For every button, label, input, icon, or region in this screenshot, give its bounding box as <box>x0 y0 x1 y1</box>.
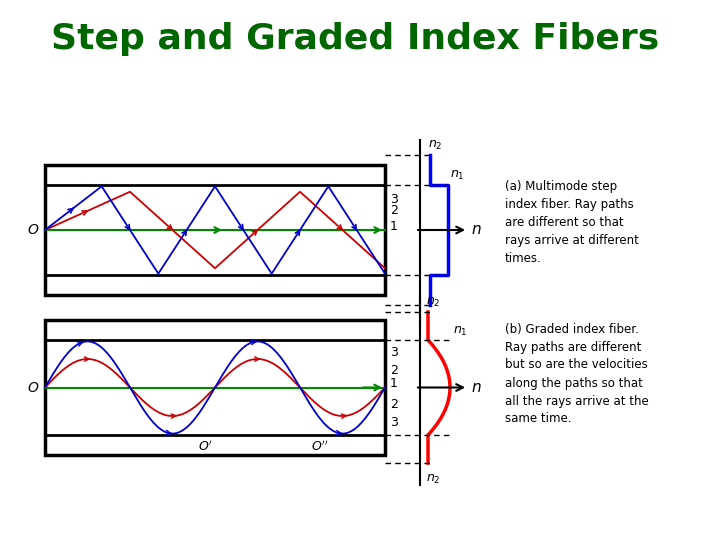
Text: (a) Multimode step
index fiber. Ray paths
are different so that
rays arrive at d: (a) Multimode step index fiber. Ray path… <box>505 180 639 265</box>
Text: 3: 3 <box>390 347 398 360</box>
Text: $n_2$: $n_2$ <box>428 139 443 152</box>
Text: $n_2$: $n_2$ <box>426 473 441 486</box>
Text: $n_1$: $n_1$ <box>453 325 468 338</box>
Text: $O$: $O$ <box>27 223 39 237</box>
Text: Step and Graded Index Fibers: Step and Graded Index Fibers <box>51 22 659 56</box>
Text: $n_1$: $n_1$ <box>450 169 464 182</box>
Bar <box>45 320 385 455</box>
Text: $n_2$: $n_2$ <box>426 296 441 309</box>
Text: $n$: $n$ <box>471 222 482 238</box>
Text: 2: 2 <box>390 398 398 411</box>
Text: $O'$: $O'$ <box>197 440 212 454</box>
Text: 3: 3 <box>390 416 398 429</box>
Text: 2: 2 <box>390 204 398 218</box>
Text: 3: 3 <box>390 193 398 206</box>
Text: 1: 1 <box>390 219 398 233</box>
Text: 2: 2 <box>390 364 398 377</box>
Bar <box>45 165 385 295</box>
Text: 1: 1 <box>390 377 398 390</box>
Text: $n$: $n$ <box>471 380 482 395</box>
Text: $O$: $O$ <box>27 381 39 395</box>
Text: $O''$: $O''$ <box>311 440 329 454</box>
Text: (b) Graded index fiber.
Ray paths are different
but so are the velocities
along : (b) Graded index fiber. Ray paths are di… <box>505 322 649 426</box>
